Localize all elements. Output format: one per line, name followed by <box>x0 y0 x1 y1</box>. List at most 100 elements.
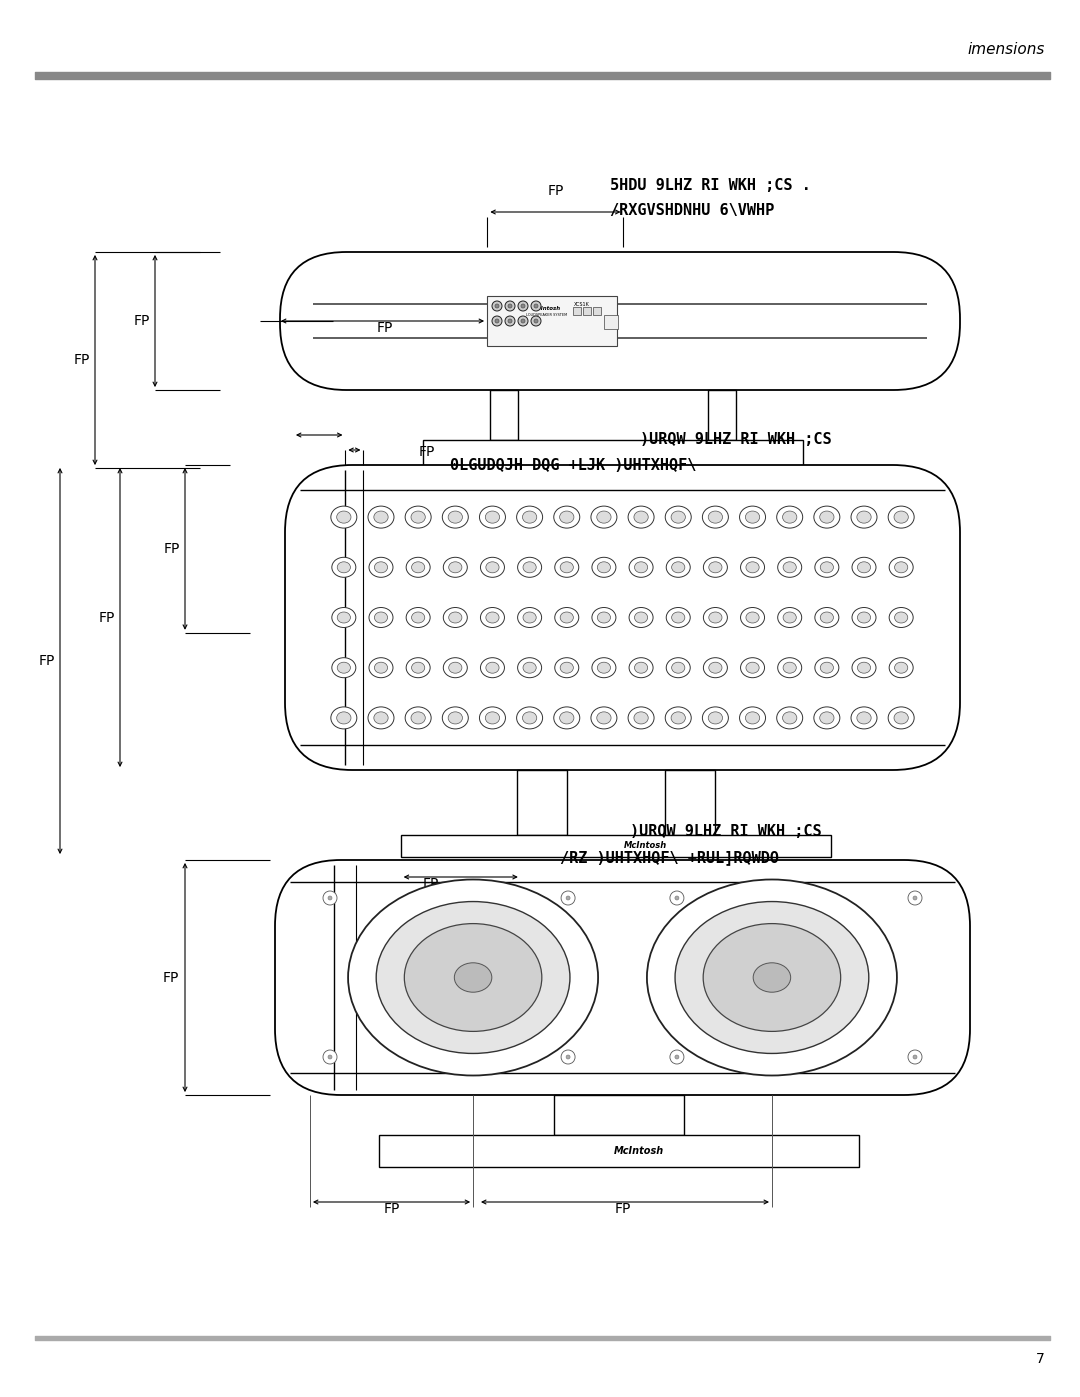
Ellipse shape <box>740 506 766 528</box>
Text: LOUDSPEAKER SYSTEM: LOUDSPEAKER SYSTEM <box>526 313 568 317</box>
Bar <box>708 390 735 440</box>
Ellipse shape <box>591 506 617 528</box>
Circle shape <box>566 1055 570 1059</box>
Circle shape <box>521 305 525 307</box>
Ellipse shape <box>741 608 765 627</box>
Ellipse shape <box>486 612 499 623</box>
Text: FP: FP <box>39 654 55 668</box>
Circle shape <box>492 300 502 312</box>
Ellipse shape <box>665 506 691 528</box>
Ellipse shape <box>348 880 598 1076</box>
Ellipse shape <box>753 963 791 992</box>
Ellipse shape <box>517 658 541 678</box>
Ellipse shape <box>592 608 616 627</box>
Text: FP: FP <box>377 321 393 335</box>
Ellipse shape <box>888 707 914 729</box>
Ellipse shape <box>778 658 801 678</box>
Circle shape <box>328 1055 332 1059</box>
Ellipse shape <box>411 511 426 522</box>
Ellipse shape <box>592 557 616 577</box>
Ellipse shape <box>597 662 610 673</box>
Ellipse shape <box>852 608 876 627</box>
Text: XCS1K: XCS1K <box>575 303 590 307</box>
Ellipse shape <box>597 511 611 522</box>
Ellipse shape <box>554 707 580 729</box>
Ellipse shape <box>634 562 648 573</box>
Bar <box>665 770 715 835</box>
Ellipse shape <box>480 707 505 729</box>
Ellipse shape <box>554 506 580 528</box>
Ellipse shape <box>559 712 573 724</box>
Ellipse shape <box>404 923 542 1031</box>
Ellipse shape <box>368 506 394 528</box>
Ellipse shape <box>592 658 616 678</box>
Text: FP: FP <box>615 1201 631 1215</box>
Ellipse shape <box>671 712 686 724</box>
Ellipse shape <box>629 707 654 729</box>
Circle shape <box>518 316 528 326</box>
Ellipse shape <box>894 662 908 673</box>
Ellipse shape <box>783 562 796 573</box>
Ellipse shape <box>851 506 877 528</box>
Ellipse shape <box>745 511 759 522</box>
Ellipse shape <box>448 662 462 673</box>
Ellipse shape <box>708 712 723 724</box>
Ellipse shape <box>448 612 462 623</box>
Circle shape <box>670 891 684 905</box>
Ellipse shape <box>741 557 765 577</box>
Ellipse shape <box>783 511 797 522</box>
Text: FP: FP <box>418 446 435 460</box>
Ellipse shape <box>745 712 759 724</box>
Text: 7: 7 <box>1036 1352 1045 1366</box>
Ellipse shape <box>591 707 617 729</box>
Ellipse shape <box>455 963 491 992</box>
Circle shape <box>913 1055 917 1059</box>
Circle shape <box>505 316 515 326</box>
Circle shape <box>495 319 499 323</box>
Ellipse shape <box>665 707 691 729</box>
Ellipse shape <box>703 608 728 627</box>
Ellipse shape <box>330 506 356 528</box>
Ellipse shape <box>486 562 499 573</box>
Ellipse shape <box>485 712 500 724</box>
Ellipse shape <box>406 608 430 627</box>
Bar <box>490 390 518 440</box>
Ellipse shape <box>889 557 914 577</box>
Ellipse shape <box>851 707 877 729</box>
Ellipse shape <box>480 506 505 528</box>
Ellipse shape <box>777 506 802 528</box>
Circle shape <box>913 895 917 900</box>
Ellipse shape <box>820 562 834 573</box>
Ellipse shape <box>741 658 765 678</box>
Ellipse shape <box>597 712 611 724</box>
Text: FP: FP <box>73 353 90 367</box>
Ellipse shape <box>814 707 840 729</box>
Ellipse shape <box>597 612 610 623</box>
Ellipse shape <box>561 562 573 573</box>
Ellipse shape <box>555 608 579 627</box>
Ellipse shape <box>485 511 500 522</box>
Ellipse shape <box>443 506 469 528</box>
Ellipse shape <box>368 707 394 729</box>
Circle shape <box>323 1051 337 1065</box>
Ellipse shape <box>448 712 462 724</box>
Ellipse shape <box>411 712 426 724</box>
Ellipse shape <box>671 511 686 522</box>
Ellipse shape <box>629 506 654 528</box>
Ellipse shape <box>517 608 541 627</box>
Ellipse shape <box>517 557 541 577</box>
Ellipse shape <box>555 658 579 678</box>
Ellipse shape <box>523 562 536 573</box>
Ellipse shape <box>634 511 648 522</box>
Ellipse shape <box>337 712 351 724</box>
Ellipse shape <box>858 562 870 573</box>
Ellipse shape <box>406 557 430 577</box>
Ellipse shape <box>820 511 834 522</box>
Ellipse shape <box>889 658 914 678</box>
Ellipse shape <box>411 612 424 623</box>
Circle shape <box>505 300 515 312</box>
Ellipse shape <box>814 608 839 627</box>
Ellipse shape <box>672 662 685 673</box>
Ellipse shape <box>703 923 840 1031</box>
Ellipse shape <box>672 562 685 573</box>
